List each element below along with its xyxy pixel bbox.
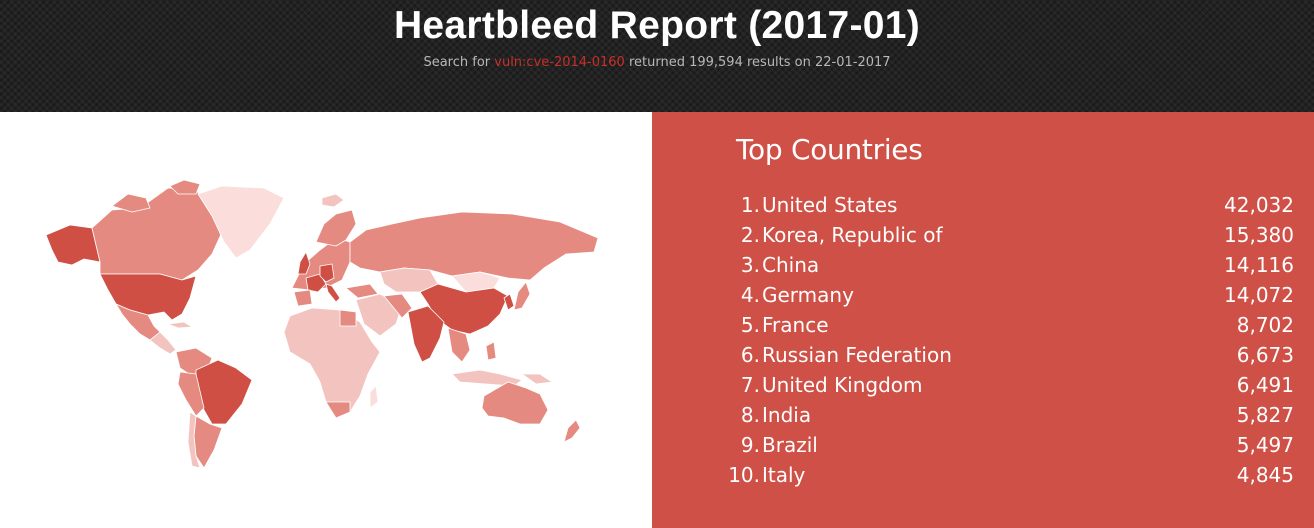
map-country-iran[interactable] (383, 293, 413, 319)
map-country-canada-islands-north[interactable] (169, 179, 201, 195)
country-name: United Kingdom (762, 373, 923, 397)
country-rank: 4. (740, 283, 760, 307)
map-country-mongolia[interactable] (451, 271, 501, 293)
map-country-canada-islands[interactable] (111, 193, 151, 213)
country-rank: 3. (740, 253, 760, 277)
country-count: 6,491 (1236, 373, 1294, 397)
search-query-link[interactable]: vuln:cve-2014-0160 (494, 55, 625, 70)
map-region-southeast-asia[interactable] (447, 327, 471, 363)
country-count: 8,702 (1236, 313, 1294, 337)
map-country-cuba[interactable] (167, 321, 193, 329)
map-country-madagascar[interactable] (369, 385, 379, 409)
list-item: 9. Brazil 5,497 (724, 430, 1294, 460)
list-item: 5. France 8,702 (724, 310, 1294, 340)
top-countries-title: Top Countries (736, 133, 923, 166)
top-countries-panel: Top Countries 1. United States 42,032 2. Ko… (652, 112, 1314, 528)
map-country-philippines[interactable] (485, 341, 497, 361)
country-rank: 10. (728, 463, 760, 487)
country-count: 5,827 (1236, 403, 1294, 427)
list-item: 7. United Kingdom 6,491 (724, 370, 1294, 400)
map-country-indonesia[interactable] (451, 369, 523, 387)
country-name: Russian Federation (762, 343, 952, 367)
country-count: 5,497 (1236, 433, 1294, 457)
map-country-turkey[interactable] (345, 283, 379, 299)
search-summary-prefix: Search for (423, 55, 495, 70)
list-item: 3. China 14,116 (724, 250, 1294, 280)
map-country-new-guinea[interactable] (521, 373, 553, 385)
map-country-united-kingdom[interactable] (297, 251, 311, 275)
map-country-australia[interactable] (481, 381, 549, 425)
map-country-alaska[interactable] (45, 224, 101, 266)
country-count: 15,380 (1224, 223, 1294, 247)
search-summary: Search for vuln:cve-2014-0160 returned 1… (0, 54, 1314, 72)
country-name: Brazil (762, 433, 818, 457)
list-item: 2. Korea, Republic of 15,380 (724, 220, 1294, 250)
map-country-italy[interactable] (325, 283, 341, 303)
country-name: France (762, 313, 829, 337)
country-rank: 6. (740, 343, 760, 367)
map-country-france[interactable] (305, 273, 327, 293)
country-count: 6,673 (1236, 343, 1294, 367)
map-country-germany[interactable] (319, 263, 335, 283)
map-country-iceland[interactable] (321, 193, 345, 208)
map-country-scandinavia[interactable] (315, 209, 357, 247)
country-name: India (762, 403, 812, 427)
list-item: 1. United States 42,032 (724, 190, 1294, 220)
map-country-brazil[interactable] (195, 359, 253, 425)
map-country-russian-federation[interactable] (349, 211, 599, 281)
country-rank: 1. (740, 193, 760, 217)
country-name: United States (762, 193, 898, 217)
report-header: Heartbleed Report (2017-01) Search for v… (0, 0, 1314, 112)
country-rank: 8. (740, 403, 760, 427)
list-item: 10. Italy 4,845 (724, 460, 1294, 490)
map-country-new-zealand[interactable] (563, 419, 581, 443)
map-country-india[interactable] (407, 305, 445, 363)
world-choropleth-map (45, 179, 599, 469)
map-country-south-africa[interactable] (325, 401, 351, 419)
map-country-chile[interactable] (187, 411, 201, 469)
country-rank: 5. (740, 313, 760, 337)
page-title: Heartbleed Report (2017-01) (393, 4, 921, 47)
map-country-japan[interactable] (513, 281, 531, 311)
country-rank: 2. (740, 223, 760, 247)
country-name: Korea, Republic of (762, 223, 943, 247)
country-name: Germany (762, 283, 854, 307)
country-count: 14,116 (1224, 253, 1294, 277)
country-count: 4,845 (1236, 463, 1294, 487)
map-country-spain[interactable] (293, 289, 313, 307)
list-item: 8. India 5,827 (724, 400, 1294, 430)
country-rank: 9. (740, 433, 760, 457)
country-count: 14,072 (1224, 283, 1294, 307)
country-name: China (762, 253, 820, 277)
top-countries-list: 1. United States 42,032 2. Korea, Republic … (724, 190, 1294, 490)
map-country-korea-republic-of[interactable] (503, 293, 515, 311)
map-country-greenland[interactable] (197, 185, 285, 259)
country-rank: 7. (740, 373, 760, 397)
list-item: 6. Russian Federation 6,673 (724, 340, 1294, 370)
country-count: 42,032 (1224, 193, 1294, 217)
world-map (0, 112, 652, 528)
map-country-united-states[interactable] (99, 273, 197, 321)
search-summary-suffix: returned 199,594 results on 22-01-2017 (624, 55, 891, 70)
list-item: 4. Germany 14,072 (724, 280, 1294, 310)
map-country-egypt[interactable] (339, 309, 357, 327)
country-name: Italy (762, 463, 806, 487)
map-country-central-america[interactable] (149, 331, 177, 355)
